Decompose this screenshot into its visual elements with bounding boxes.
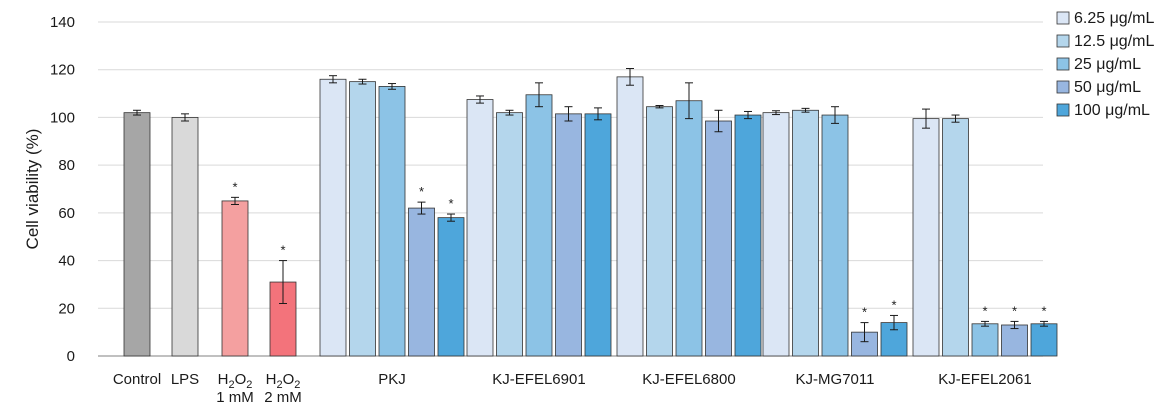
y-tick-label: 40 bbox=[58, 253, 75, 270]
x-category-label: KJ-EFEL6901 bbox=[492, 371, 585, 388]
bar bbox=[675, 100, 703, 357]
label-subscript: 2 bbox=[228, 379, 234, 391]
y-tick-label: 140 bbox=[50, 14, 75, 31]
y-tick-label: 100 bbox=[50, 109, 75, 126]
bar bbox=[1001, 324, 1028, 357]
label-text: H bbox=[218, 371, 229, 388]
legend-label: 6.25 μg/mL bbox=[1074, 10, 1154, 27]
legend-swatch bbox=[1056, 34, 1070, 48]
x-category-label: KJ-MG7011 bbox=[796, 371, 875, 388]
legend-swatch bbox=[1056, 103, 1070, 117]
significance-marker: * bbox=[891, 297, 896, 312]
bar bbox=[466, 99, 494, 357]
x-category-label: KJ-EFEL2061 bbox=[938, 371, 1031, 388]
bar bbox=[734, 114, 762, 357]
y-tick-label: 120 bbox=[50, 62, 75, 79]
bar bbox=[792, 109, 819, 357]
legend-swatch bbox=[1056, 80, 1070, 94]
label-subscript: 2 bbox=[246, 379, 252, 391]
bar bbox=[408, 207, 435, 357]
bar bbox=[584, 113, 612, 357]
bar bbox=[437, 217, 465, 357]
significance-marker: * bbox=[862, 305, 867, 320]
legend-swatch bbox=[1056, 11, 1070, 25]
x-category-label: KJ-EFEL6800 bbox=[642, 371, 735, 388]
legend-label: 12.5 μg/mL bbox=[1074, 33, 1154, 50]
label-text: O bbox=[235, 371, 247, 388]
bar bbox=[555, 113, 582, 357]
bar bbox=[971, 323, 999, 357]
label-text: O bbox=[283, 371, 295, 388]
label-text: H bbox=[266, 371, 277, 388]
legend-label: 25 μg/mL bbox=[1074, 56, 1141, 73]
bar bbox=[762, 112, 790, 357]
bar bbox=[378, 86, 406, 357]
x-category-label: LPS bbox=[171, 371, 199, 388]
label-subscript: 2 bbox=[276, 379, 282, 391]
y-tick-label: 80 bbox=[58, 157, 75, 174]
significance-marker: * bbox=[280, 243, 285, 258]
significance-marker: * bbox=[448, 196, 453, 211]
bar bbox=[319, 78, 347, 357]
y-tick-label: 20 bbox=[58, 300, 75, 317]
significance-marker: * bbox=[982, 303, 987, 318]
bar bbox=[912, 118, 940, 357]
y-axis-title: Cell viability (%) bbox=[23, 129, 42, 250]
x-category-label-line2: 2 mM bbox=[264, 389, 302, 406]
bar bbox=[942, 118, 969, 357]
y-tick-label: 60 bbox=[58, 205, 75, 222]
legend-label: 50 μg/mL bbox=[1074, 79, 1141, 96]
bar bbox=[646, 106, 673, 357]
significance-marker: * bbox=[1041, 303, 1046, 318]
x-category-label: H2O2 bbox=[218, 371, 253, 391]
legend-label: 100 μg/mL bbox=[1074, 102, 1150, 119]
x-category-label: PKJ bbox=[378, 371, 406, 388]
significance-marker: * bbox=[232, 179, 237, 194]
bar bbox=[705, 120, 732, 357]
bar bbox=[349, 81, 376, 357]
bar bbox=[821, 114, 849, 357]
x-category-label: Control bbox=[113, 371, 161, 388]
bar bbox=[171, 117, 199, 357]
bar bbox=[616, 76, 644, 357]
bar bbox=[525, 94, 553, 357]
label-subscript: 2 bbox=[294, 379, 300, 391]
x-category-label-line2: 1 mM bbox=[216, 389, 254, 406]
bar bbox=[221, 200, 249, 357]
significance-marker: * bbox=[1012, 303, 1017, 318]
legend-swatch bbox=[1056, 57, 1070, 71]
x-category-label: H2O2 bbox=[266, 371, 301, 391]
bar bbox=[123, 112, 151, 357]
significance-marker: * bbox=[419, 184, 424, 199]
y-tick-label: 0 bbox=[67, 348, 75, 365]
bar bbox=[1030, 323, 1058, 357]
bar bbox=[496, 112, 523, 357]
